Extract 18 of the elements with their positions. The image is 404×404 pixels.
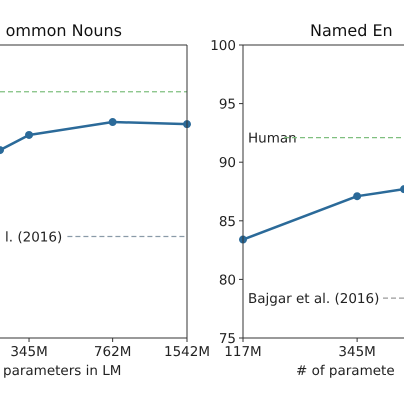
x-tick-label: 762M xyxy=(94,344,132,360)
y-tick-label: 100 xyxy=(210,38,236,54)
y-tick-label: 80 xyxy=(218,272,236,288)
x-axis-title: parameters in LM xyxy=(3,363,122,379)
ref-line-label: Bajgar et al. (2016) xyxy=(248,291,380,308)
x-tick-label: 1542M xyxy=(164,344,210,360)
y-tick-label: 95 xyxy=(218,96,236,113)
x-tick-label: 345M xyxy=(338,344,376,360)
chart-title: ommon Nouns xyxy=(6,21,122,40)
chart-title: Named En xyxy=(310,21,393,40)
x-tick-label: 117M xyxy=(224,344,262,360)
ref-line-label: Human xyxy=(248,130,297,147)
y-tick-label: 75 xyxy=(218,331,236,347)
y-tick-label: 85 xyxy=(218,214,236,230)
y-tick-label: 90 xyxy=(218,155,236,172)
x-tick-label: 345M xyxy=(10,344,48,360)
ref-line-label: l. (2016) xyxy=(5,229,62,246)
x-axis-title: # of paramete xyxy=(296,363,395,379)
